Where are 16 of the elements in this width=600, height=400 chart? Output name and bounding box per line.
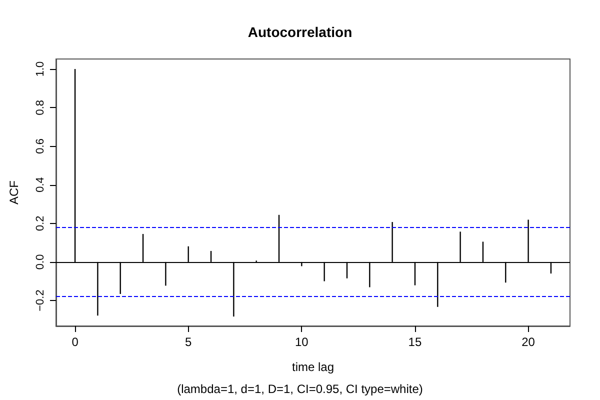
x-axis-title: time lag bbox=[292, 360, 334, 374]
text: (lambda=1, d=1, D=1, CI=0.95, CI type=white) bbox=[177, 382, 423, 396]
y-tick-label: 0.4 bbox=[34, 177, 46, 192]
x-tick-label: 20 bbox=[522, 335, 536, 349]
x-tick-label: 0 bbox=[72, 335, 79, 349]
y-tick-label: −0.2 bbox=[34, 290, 46, 312]
chart-title: Autocorrelation bbox=[248, 24, 352, 40]
y-tick-label: 0.8 bbox=[34, 100, 46, 116]
x-tick-label: 15 bbox=[408, 335, 422, 349]
y-tick-label: 0.0 bbox=[34, 254, 46, 270]
y-tick-label: 1.0 bbox=[34, 61, 46, 77]
y-tick-label: 0.2 bbox=[34, 216, 46, 232]
x-tick-label: 10 bbox=[294, 335, 309, 349]
x-tick-label: 5 bbox=[185, 335, 192, 349]
y-tick-label: 0.6 bbox=[34, 138, 46, 154]
y-axis-title: ACF bbox=[7, 180, 21, 204]
